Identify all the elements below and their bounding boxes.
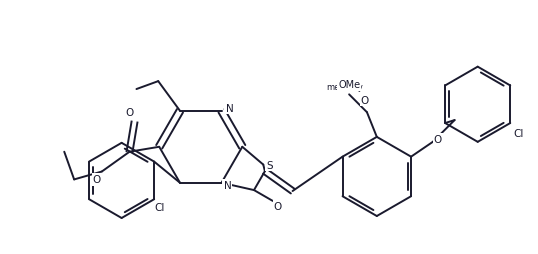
Text: N: N [224,180,231,190]
Text: S: S [266,160,273,170]
Text: O: O [434,134,442,144]
Text: O: O [361,96,369,106]
Text: methoxy: methoxy [327,83,364,92]
Text: Cl: Cl [513,129,523,138]
Text: OMe: OMe [338,80,360,90]
Text: O: O [125,108,133,118]
Text: N: N [225,103,233,113]
Text: O: O [274,201,282,211]
Text: Cl: Cl [154,202,164,212]
Text: O: O [93,175,101,185]
